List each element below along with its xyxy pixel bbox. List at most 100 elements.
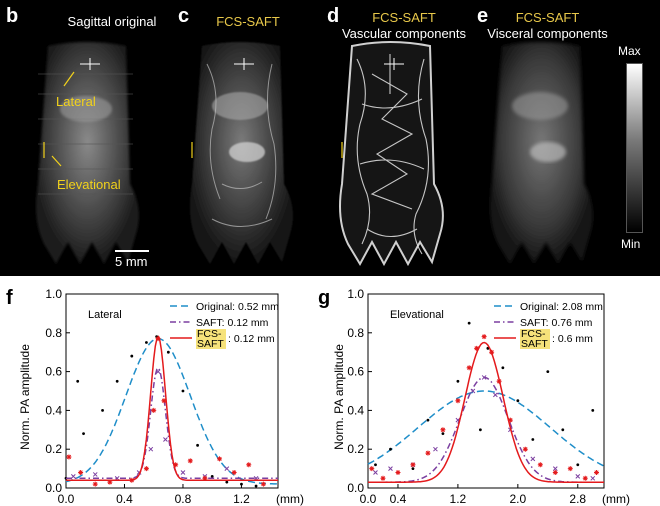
image-d-vascular-components xyxy=(339,41,444,267)
colorbar xyxy=(626,63,643,233)
chart-g-elevational: 0.0 0.2 0.4 0.6 0.8 1.0 0.0 0.4 1.2 2.0 2.8 (mm) Ele… xyxy=(347,287,630,506)
plot-frame xyxy=(367,293,605,489)
fit-line-fcs-saft xyxy=(368,341,604,483)
y-tick-label: 0.4 xyxy=(347,403,364,417)
data-point-fcs-saft xyxy=(78,469,84,475)
data-point-original xyxy=(254,484,258,488)
colorbar-min-label: Min xyxy=(621,237,641,251)
legend-highlight xyxy=(520,329,550,349)
legend-label-saft: SAFT: 0.76 mm xyxy=(520,317,593,329)
panel-b-title: Sagittal original xyxy=(52,14,172,30)
data-point-original xyxy=(76,379,80,383)
data-point-original xyxy=(82,432,85,436)
y-tick-label: 0.0 xyxy=(347,481,364,495)
data-point-fcs-saft xyxy=(129,477,135,483)
data-point-original xyxy=(456,379,460,383)
x-tick-label: 0.0 xyxy=(360,492,377,506)
legend-label-original: Original: 0.52 mm xyxy=(196,301,279,313)
panel-d-title-line2: Vascular components xyxy=(341,26,467,41)
image-c-fcs-saft xyxy=(190,42,293,264)
data-point-original xyxy=(225,480,229,484)
data-point-saft xyxy=(433,446,438,452)
data-point-saft xyxy=(481,375,487,380)
data-point-saft xyxy=(590,475,596,481)
y-tick-label: 0.2 xyxy=(45,442,62,456)
x-tick-label: 0.8 xyxy=(175,492,192,506)
y-tick-label: 0.6 xyxy=(347,365,364,379)
data-point-saft xyxy=(163,437,168,442)
data-point-fcs-saft xyxy=(143,466,149,472)
data-point-saft xyxy=(530,456,536,462)
data-point-original xyxy=(389,447,392,451)
scale-bar xyxy=(115,250,149,252)
panel-letter-b: b xyxy=(6,5,19,27)
panel-d-title: FCS-SAFT Vascular components xyxy=(334,10,474,42)
legend-highlight xyxy=(196,329,226,349)
data-point-fcs-saft xyxy=(537,462,543,468)
data-point-saft xyxy=(70,474,76,479)
data-point-saft xyxy=(180,470,186,475)
data-point-original xyxy=(426,418,430,422)
data-point-saft xyxy=(92,472,98,477)
chart-f-lateral: 0.0 0.2 0.4 0.6 0.8 1.0 0.0 0.4 0.8 1.2 (mm) Latera… xyxy=(45,287,304,506)
panel-c-title-line: FCS-SAFT xyxy=(216,14,280,29)
panel-letter-e: e xyxy=(477,5,489,27)
legend-label-fcs: FCS- xyxy=(521,328,546,340)
data-point-fcs-saft xyxy=(231,469,237,475)
data-point-saft xyxy=(373,470,378,475)
panel-c-title: FCS-SAFT xyxy=(198,14,298,30)
x-tick-label: 0.4 xyxy=(390,492,407,506)
data-point-original xyxy=(561,428,565,432)
data-point-fcs-saft xyxy=(552,469,558,475)
fit-line-fcs-saft xyxy=(66,335,278,481)
legend-label-fcs: FCS- xyxy=(197,328,222,340)
data-point-fcs-saft xyxy=(496,378,502,384)
y-tick-label: 0.6 xyxy=(45,365,62,379)
data-point-saft xyxy=(575,474,581,479)
y-tick-label: 0.8 xyxy=(45,326,62,340)
data-point-fcs-saft xyxy=(92,481,98,487)
data-point-fcs-saft xyxy=(489,349,495,355)
data-point-original xyxy=(576,463,580,467)
panel-b-title-line: Sagittal original xyxy=(67,14,157,29)
fit-line-original xyxy=(65,337,279,485)
data-point-fcs-saft xyxy=(455,398,461,404)
data-point-original xyxy=(546,370,550,373)
data-point-fcs-saft xyxy=(161,398,167,404)
panel-e-title-line2: Visceral components xyxy=(487,26,608,41)
fit-line-saft xyxy=(66,366,278,480)
data-point-saft xyxy=(224,466,230,471)
data-point-original xyxy=(478,428,482,432)
scale-bar-label: 5 mm xyxy=(115,254,148,269)
plot-frame xyxy=(65,293,279,489)
data-point-fcs-saft xyxy=(380,475,386,481)
data-point-fcs-saft xyxy=(410,462,416,468)
x-tick-label: 1.2 xyxy=(233,492,250,506)
data-point-original xyxy=(531,438,535,441)
data-point-saft xyxy=(148,446,154,452)
data-point-fcs-saft xyxy=(582,475,588,481)
y-tick-label: 1.0 xyxy=(347,287,364,301)
data-point-original xyxy=(181,389,185,393)
image-e-visceral-components xyxy=(490,42,593,264)
panel-letter-c: c xyxy=(178,5,190,27)
data-point-original xyxy=(166,350,170,354)
y-tick-label: 1.0 xyxy=(45,287,62,301)
plot-letter-g: g xyxy=(318,287,331,309)
data-point-fcs-saft xyxy=(260,481,266,487)
data-point-fcs-saft xyxy=(155,336,161,342)
data-point-fcs-saft xyxy=(440,427,446,433)
legend-value-fcs-saft: : 0.6 mm xyxy=(552,333,593,345)
plot-title: Lateral xyxy=(88,309,122,321)
data-point-original xyxy=(210,474,214,478)
lateral-annotation: Lateral xyxy=(56,94,96,109)
data-point-fcs-saft xyxy=(246,462,252,468)
legend-label-saft: SAFT: 0.12 mm xyxy=(196,317,269,329)
data-point-original xyxy=(240,482,243,486)
data-point-saft xyxy=(470,388,476,394)
legend-value-fcs-saft: : 0.12 mm xyxy=(228,333,275,345)
data-point-original xyxy=(441,432,445,436)
y-tick-label: 0.0 xyxy=(45,481,62,495)
data-point-fcs-saft xyxy=(522,446,528,452)
